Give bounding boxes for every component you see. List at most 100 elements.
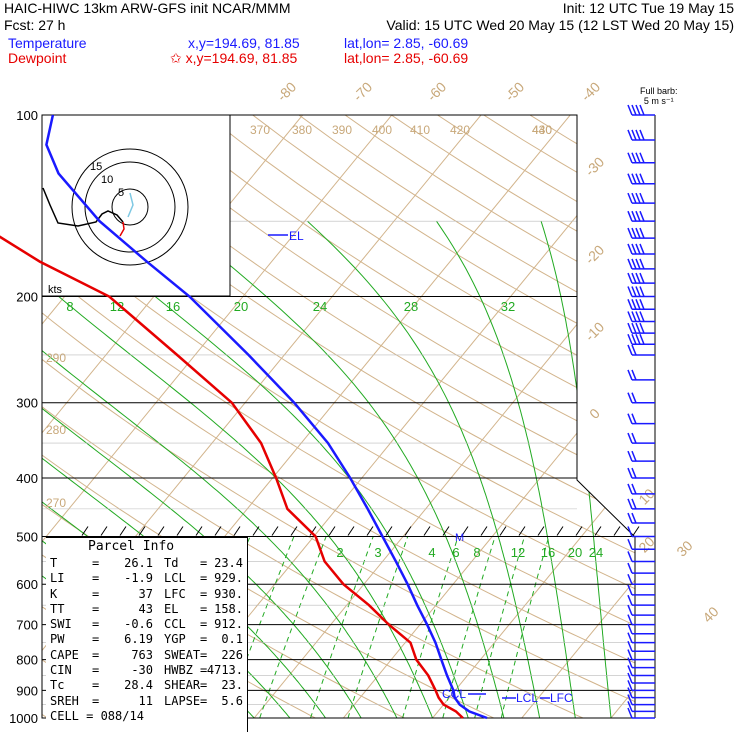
wind-barb [627, 672, 655, 684]
wind-barb-flag [627, 450, 633, 462]
wind-barb-flag [639, 286, 645, 297]
isotherm [42, 115, 404, 718]
mixing-ratio-label-low: 3 [374, 545, 381, 560]
wind-barb-flag [627, 614, 633, 625]
barb-key-unit: 5 m s⁻¹ [643, 96, 674, 106]
parcel-cell-2: -1.9 [124, 571, 153, 586]
dry-adiabat [391, 115, 635, 718]
dry-adiabat [42, 115, 635, 718]
isotherm-label: -10 [582, 319, 608, 345]
theta-label: 420 [450, 123, 470, 137]
parcel-row: TT = 43 EL = 158. [46, 602, 247, 617]
header-left: HAIC-HIWC 13km ARW-GFS init NCAR/MMM Fcs… [4, 0, 291, 34]
wind-barb-flag [639, 192, 645, 204]
wind-barb [627, 369, 655, 381]
wind-barb-flag [627, 657, 633, 668]
wind-barb-flag [627, 322, 633, 334]
theta-label: 290 [46, 351, 66, 365]
mixing-ratio-label: 12 [110, 299, 124, 314]
wind-barb-flag [627, 483, 633, 495]
wind-barb-flag [639, 299, 645, 310]
wind-barb-flag [627, 467, 633, 479]
wind-barb-flag [627, 392, 633, 403]
wind-barb-flag [627, 701, 633, 712]
theta-label: 390 [332, 123, 352, 137]
wind-barb-flag [631, 210, 637, 222]
barb-key: Full barb: 5 m s⁻¹ [640, 86, 678, 106]
freezing-hatch [252, 526, 260, 536]
parcel-cell-2: -30 [131, 663, 153, 678]
freezing-hatch [366, 526, 374, 536]
wind-barb [627, 707, 655, 719]
wind-barb-flag [635, 299, 641, 310]
wind-barb [627, 584, 655, 596]
hodograph-ring [84, 161, 176, 253]
wind-barb [627, 392, 655, 404]
hodograph-ring [71, 148, 189, 266]
isotherm-label: -60 [424, 79, 450, 105]
wind-barb-flag [631, 243, 637, 255]
parcel-cell-2: 763 [131, 647, 153, 662]
wind-barb [627, 173, 655, 185]
freezing-hatch [290, 526, 298, 536]
moist-adiabat [540, 221, 612, 718]
freezing-hatch [499, 526, 507, 536]
wind-barb [627, 450, 655, 462]
wind-barb-flag [627, 152, 633, 164]
isotherm [42, 115, 47, 718]
wind-barb-flag [627, 604, 633, 616]
mixing-ratio-line [347, 536, 409, 718]
dry-adiabat [483, 115, 635, 718]
parcel-info-box: Parcel Info T = 26.1 Td = 23.4 LI = -1.9 LCL = 929.… [46, 537, 248, 732]
wind-barb-flag [627, 584, 633, 596]
wind-barb-flag [627, 623, 633, 635]
pressure-tick-label: 300 [16, 396, 38, 411]
moist-adiabat [64, 220, 469, 718]
parcel-cell: CELL = 088/14 [50, 708, 144, 723]
parcel-cell-1: = [92, 556, 100, 570]
mixing-ratio-label-low: 2 [336, 545, 343, 560]
theta-label: 380 [292, 123, 312, 137]
hodograph-ring-label-10: 10 [101, 174, 113, 186]
wind-barb [627, 272, 655, 284]
wind-barb [627, 299, 655, 311]
theta-label: 410 [410, 123, 430, 137]
parcel-cell-3: CCL [164, 617, 186, 632]
wind-barb-flag [635, 322, 641, 334]
dry-adiabat [437, 115, 635, 718]
wind-barb-flag [627, 243, 633, 255]
wind-barb-flag [631, 227, 637, 239]
wind-barb-flag [627, 632, 633, 643]
wind-barb [627, 152, 655, 164]
wind-barb-flag [639, 227, 645, 239]
parcel-cell-0: T [50, 556, 58, 570]
wind-barb-flag [631, 483, 637, 495]
parcel-cell-0: Tc [50, 678, 65, 693]
moist-adiabat [42, 220, 434, 718]
mixing-ratio-label: 24 [313, 299, 327, 314]
wind-barb [627, 344, 655, 356]
parcel-cell-4: = [200, 571, 208, 586]
pressure-tick-label: 900 [16, 683, 38, 698]
wind-barb [627, 526, 655, 538]
dew-legend-label: Dewpoint [8, 50, 67, 66]
wind-barb-flag [631, 413, 637, 424]
wind-barb [627, 594, 655, 606]
freezing-hatch [100, 526, 108, 536]
dew-legend-latlon: lat,lon= 2.85, -60.69 [344, 50, 469, 66]
parcel-cell-2: 43 [138, 601, 153, 616]
wind-barb [627, 258, 655, 270]
mixing-ratio-label-low: 8 [473, 545, 480, 560]
parcel-cell-2: 37 [138, 586, 153, 601]
freezing-hatch [613, 526, 621, 536]
hodograph-box [41, 114, 231, 297]
mixing-ratio-label-low: 16 [541, 545, 555, 560]
parcel-cell-1: = [92, 601, 100, 616]
parcel-cell-5: 929. [214, 571, 243, 586]
parcel-cell-4: = [200, 663, 208, 678]
wind-barb [627, 701, 655, 713]
wind-barb [627, 573, 655, 585]
header-title: HAIC-HIWC 13km ARW-GFS init NCAR/MMM [4, 0, 291, 16]
freezing-hatch [195, 526, 203, 536]
dry-adiabat [298, 115, 635, 718]
